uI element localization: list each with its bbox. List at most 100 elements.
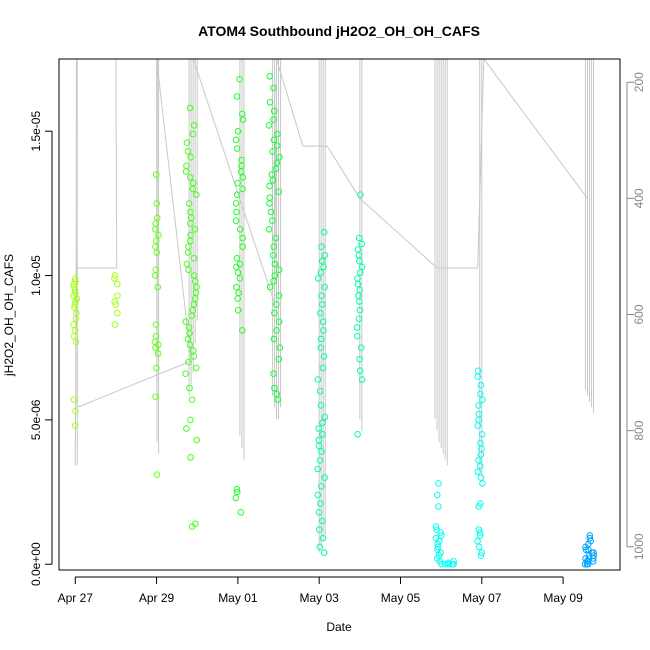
data-point-5-9 [269, 148, 276, 155]
data-point-4-4 [234, 127, 242, 135]
data-point-7-21 [354, 431, 361, 438]
data-point-10-22 [476, 532, 484, 539]
data-point-6-15 [320, 353, 328, 360]
data-point-6-6 [314, 275, 322, 282]
data-point-4-9 [237, 168, 245, 175]
data-point-6-29 [321, 474, 328, 481]
data-point-3-35 [184, 335, 192, 343]
data-point-7-6 [358, 263, 366, 271]
data-point-4-14 [232, 200, 240, 207]
data-point-5-32 [271, 309, 278, 317]
data-point-0-18 [72, 407, 79, 415]
data-point-7-2 [358, 240, 366, 248]
data-point-3-41 [182, 370, 189, 378]
data-point-3-6 [183, 162, 190, 170]
data-point-8-1 [434, 491, 441, 499]
points-layer [70, 73, 598, 568]
data-point-3-5 [187, 153, 194, 161]
data-point-3-15 [187, 220, 194, 227]
data-point-6-13 [317, 335, 325, 343]
data-point-7-9 [354, 280, 362, 288]
data-point-10-2 [477, 381, 485, 389]
data-point-7-20 [358, 376, 366, 383]
data-point-4-5 [232, 136, 240, 144]
data-point-6-4 [320, 263, 327, 271]
data-point-2-18 [153, 364, 160, 372]
data-point-1-6 [114, 309, 121, 317]
data-point-2-13 [152, 332, 160, 340]
data-point-8-5 [437, 529, 444, 536]
data-point-5-20 [268, 217, 276, 224]
x-tick-label-2: May 01 [218, 591, 258, 605]
data-point-0-7 [73, 295, 81, 302]
data-point-4-19 [239, 243, 246, 250]
data-point-5-19 [267, 208, 275, 216]
data-point-4-32 [232, 494, 240, 502]
x-tick-label-1: Apr 29 [139, 591, 175, 605]
data-point-0-17 [70, 396, 78, 404]
data-point-10-24 [475, 543, 483, 551]
data-point-4-11 [234, 179, 241, 187]
data-point-3-0 [186, 104, 194, 112]
data-point-6-25 [315, 442, 323, 450]
x-tick-label-4: May 05 [381, 591, 421, 605]
data-point-8-6 [438, 532, 445, 539]
data-point-4-6 [233, 145, 241, 152]
data-point-8-2 [435, 503, 442, 510]
data-point-3-7 [182, 168, 190, 175]
data-point-7-17 [357, 344, 365, 352]
data-point-3-20 [184, 249, 192, 256]
data-point-3-16 [191, 226, 199, 233]
data-point-5-24 [269, 252, 277, 259]
data-point-6-18 [316, 387, 324, 395]
x-axis: Apr 27 Apr 29 May 01 May 03 May 05 May 07 May … [58, 576, 583, 605]
data-point-5-41 [274, 396, 282, 404]
data-point-7-1 [355, 234, 363, 242]
y-tick-label-2: 1.0e-05 [29, 255, 43, 296]
data-point-7-11 [355, 292, 362, 300]
data-point-10-17 [479, 480, 486, 487]
data-point-6-14 [317, 344, 325, 352]
data-point-5-34 [273, 327, 280, 334]
data-point-6-16 [319, 364, 327, 372]
data-point-5-35 [270, 335, 278, 343]
chart-title: ATOM4 Southbound jH2O2_OH_OH_CAFS [198, 23, 480, 39]
data-point-5-5 [265, 122, 273, 129]
data-point-1-1 [111, 275, 118, 282]
data-point-2-0 [152, 171, 160, 178]
data-point-5-0 [266, 73, 274, 80]
data-point-3-21 [190, 254, 198, 262]
data-point-6-17 [314, 376, 322, 383]
data-point-4-16 [232, 217, 240, 224]
data-point-3-29 [190, 301, 198, 308]
data-point-3-38 [190, 353, 198, 360]
data-point-10-10 [477, 439, 484, 447]
right-tick-label-2: 600 [632, 304, 646, 324]
data-point-3-31 [188, 312, 195, 320]
right-axis: 200 400 600 800 1000 [626, 72, 646, 560]
data-point-6-1 [318, 243, 325, 250]
data-point-2-12 [152, 321, 160, 328]
data-point-4-20 [233, 254, 241, 262]
data-point-10-7 [475, 416, 483, 424]
data-point-10-9 [478, 431, 486, 438]
x-axis-label: Date [326, 620, 352, 634]
data-point-10-13 [475, 457, 482, 464]
data-point-4-28 [234, 306, 242, 314]
data-point-3-10 [189, 185, 197, 193]
data-point-9-3 [448, 560, 456, 568]
data-point-6-8 [318, 292, 325, 300]
data-point-2-9 [152, 266, 160, 274]
data-point-6-0 [320, 228, 328, 236]
data-point-1-5 [112, 301, 119, 308]
data-point-4-3 [239, 116, 247, 123]
data-point-4-27 [234, 295, 241, 302]
data-point-3-11 [193, 191, 200, 198]
data-point-5-39 [271, 384, 278, 392]
data-point-8-0 [435, 480, 442, 487]
data-point-7-16 [354, 332, 361, 340]
data-point-5-12 [272, 165, 280, 172]
data-point-3-4 [184, 148, 192, 155]
data-point-4-13 [233, 191, 241, 198]
data-point-7-14 [355, 315, 363, 323]
